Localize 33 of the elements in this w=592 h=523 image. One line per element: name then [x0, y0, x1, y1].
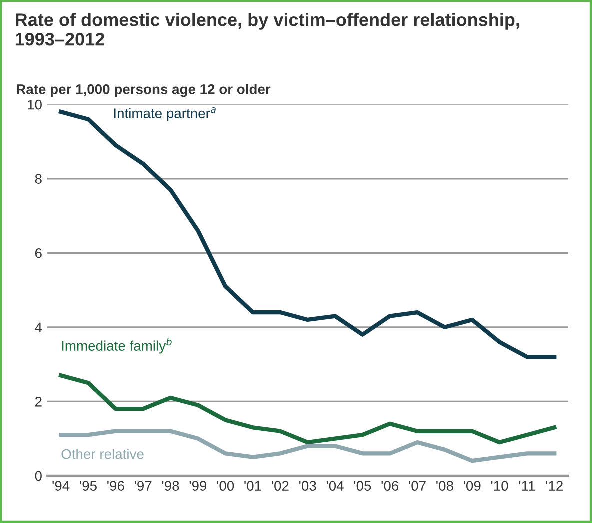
x-tick-label: '95	[80, 481, 97, 491]
line-series	[58, 110, 557, 360]
x-tick-label: '98	[162, 481, 180, 491]
x-tick-label: '99	[190, 481, 207, 491]
x-tick-label: '07	[409, 481, 426, 491]
x-tick-label: '04	[326, 481, 344, 491]
x-tick-label: '06	[382, 481, 399, 491]
x-tick-label: '96	[108, 481, 124, 491]
y-tick-label: 0	[35, 471, 42, 482]
y-axis-title: Rate per 1,000 persons age 12 or older	[17, 84, 271, 98]
chart-title: Rate of domestic violence, by victim–offender relationship, 1993–2012	[16, 13, 520, 46]
x-tick-label: '05	[354, 481, 372, 491]
series-label: Immediate family$^{b}$	[62, 338, 172, 354]
x-tick-label: '94	[52, 481, 70, 491]
x-tick-label: '01	[244, 481, 262, 491]
y-tick-label: 6	[35, 248, 42, 258]
line-series	[58, 374, 557, 445]
series-label: Other relative	[62, 449, 144, 460]
x-tick-label: '11	[519, 481, 536, 491]
y-tick-label: 4	[35, 322, 42, 332]
x-tick-label: '08	[436, 481, 454, 491]
y-tick-label: 2	[35, 397, 42, 407]
x-tick-label: '10	[491, 481, 508, 491]
x-tick-label: '02	[272, 481, 289, 491]
y-tick-label: 10	[28, 100, 42, 110]
x-tick-label: '00	[217, 481, 234, 491]
series-label: Intimate partner$^{a}$	[114, 108, 216, 122]
x-tick-label: '97	[134, 481, 152, 491]
x-tick-label: '03	[299, 481, 316, 491]
line-series	[58, 429, 557, 464]
x-tick-label: '12	[546, 481, 563, 491]
y-tick-label: 8	[35, 174, 42, 184]
x-tick-label: '09	[464, 481, 481, 491]
